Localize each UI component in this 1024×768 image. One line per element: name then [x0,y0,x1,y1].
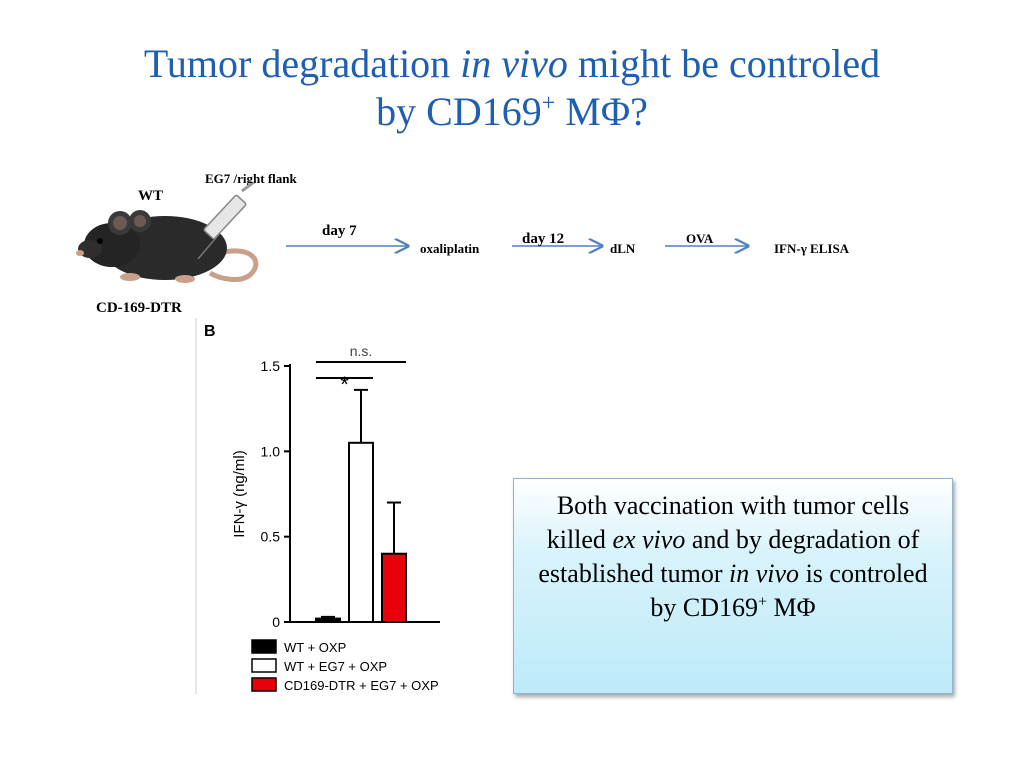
step3-time: OVA [686,231,714,246]
legend-swatch [251,658,277,673]
legend-label: WT + EG7 + OXP [284,659,387,674]
legend-label: WT + OXP [284,640,346,655]
bar [381,552,407,624]
legend-swatch [251,639,277,654]
title-text: MΦ? [555,89,648,134]
step2-time: day 12 [522,231,565,247]
step3-label: IFN-γ ELISA [774,241,850,256]
callout-italic: ex vivo [612,525,686,554]
protocol-arrows [286,220,760,260]
title-line-2: by CD169+ MΦ? [0,88,1024,136]
step1-time: day 7 [322,223,357,239]
title-text: might be controled [567,41,881,86]
wt-label: WT [138,188,164,204]
title-line-1: Tumor degradation in vivo might be contr… [0,40,1024,88]
bar [348,441,374,623]
y-axis-label: IFN-γ (ng/ml) [231,450,248,538]
callout-italic: in vivo [729,559,800,588]
callout-text: and by degradation of established tumor [538,525,920,588]
mouse-injection-illustration [76,183,259,283]
callout-superscript: + [757,593,768,611]
title-text: by CD169 [376,89,542,134]
step1-label: oxaliplatin [420,241,480,256]
callout-text: Both vaccination with tumor cells killed [546,491,910,554]
callout-text: is controled by CD169 [650,559,928,622]
title-text: Tumor degradation [143,41,461,86]
dtr-label: CD-169-DTR [96,300,182,316]
y-tick-label: 0.5 [261,529,281,545]
slide-title: Tumor degradation in vivo might be contr… [0,40,1024,136]
injection-label: EG7 /right flank [205,171,297,186]
legend-swatch [251,677,277,692]
legend-label: CD169-DTR + EG7 + OXP [284,678,439,693]
panel-label: B [204,323,216,340]
chart-plot-area: 0 0.5 1.0 1.5 IFN-γ (ng/ml) *n.s. [231,343,440,630]
callout-text: MΦ [767,593,816,622]
mouse-icon [76,210,259,283]
step2-label: dLN [610,241,636,256]
y-tick-label: 1.0 [261,443,281,459]
significance-label: * [340,372,349,397]
bar [315,617,341,624]
title-italic: in vivo [460,41,568,86]
title-superscript: + [541,90,556,117]
y-tick-label: 0 [272,614,280,630]
significance-label: n.s. [350,343,373,359]
y-tick-label: 1.5 [261,358,281,374]
chart-legend: WT + OXP WT + EG7 + OXP CD169-DTR + EG7 + … [251,639,439,693]
conclusion-callout: Both vaccination with tumor cells killed… [513,478,953,694]
syringe-icon [197,183,256,260]
